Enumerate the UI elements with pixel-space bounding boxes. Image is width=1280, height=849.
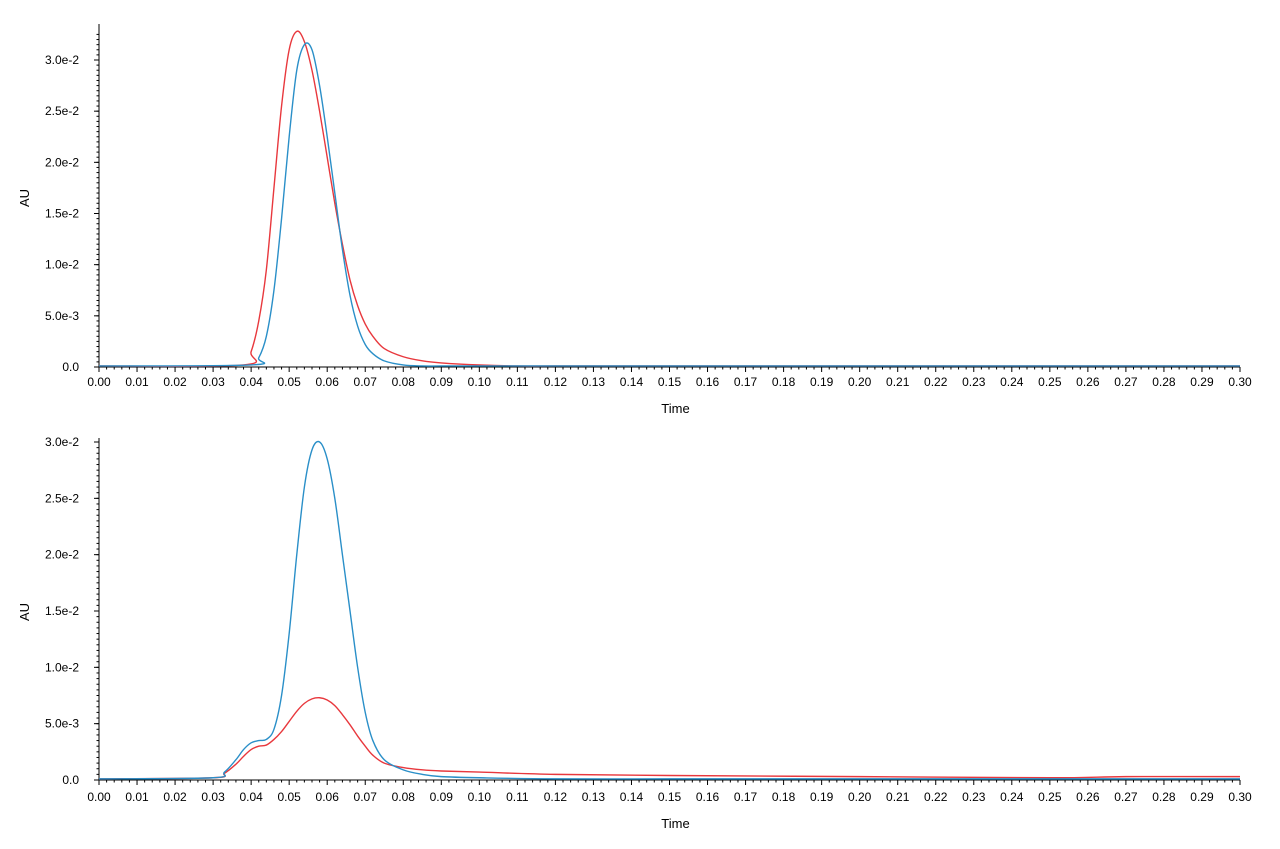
x-tick-label: 0.11 [506,790,529,804]
y-tick-label: 2.5e-2 [45,491,79,505]
x-tick-label: 0.12 [544,375,568,389]
y-tick-label: 3.0e-2 [45,435,79,449]
x-tick-label: 0.20 [848,790,872,804]
x-tick-label: 0.15 [658,375,682,389]
x-tick-label: 0.08 [392,375,416,389]
x-tick-label: 0.17 [734,790,758,804]
x-tick-label: 0.09 [430,790,454,804]
x-tick-label: 0.14 [620,375,644,389]
x-tick-label: 0.23 [962,375,986,389]
x-tick-label: 0.00 [87,375,111,389]
x-tick-label: 0.04 [239,375,263,389]
x-tick-label: 0.16 [696,790,720,804]
x-tick-label: 0.01 [125,375,149,389]
y-tick-label: 0.0 [62,360,79,374]
x-tick-label: 0.03 [201,375,225,389]
x-tick-label: 0.29 [1190,790,1214,804]
red-trace-line [98,697,1241,780]
x-tick-label: 0.21 [886,790,910,804]
y-tick-label: 1.5e-2 [45,207,79,221]
x-tick-label: 0.26 [1076,790,1100,804]
x-tick-label: 0.24 [1000,790,1024,804]
x-tick-label: 0.07 [354,790,378,804]
y-axis-title: AU [17,189,32,207]
x-tick-label: 0.15 [658,790,682,804]
x-tick-label: 0.26 [1076,375,1100,389]
y-tick-label: 2.0e-2 [45,155,79,169]
y-tick-label: 2.5e-2 [45,104,79,118]
x-tick-label: 0.18 [772,375,796,389]
x-axis-title: Time [661,816,689,831]
x-tick-label: 0.06 [316,375,340,389]
x-tick-label: 0.24 [1000,375,1024,389]
x-tick-label: 0.28 [1152,375,1176,389]
x-tick-label: 0.21 [886,375,910,389]
x-tick-label: 0.22 [924,790,948,804]
x-tick-label: 0.22 [924,375,948,389]
x-tick-label: 0.04 [239,790,263,804]
x-axis-title: Time [661,401,689,416]
x-tick-label: 0.08 [392,790,416,804]
x-tick-label: 0.25 [1038,790,1062,804]
x-tick-label: 0.12 [544,790,568,804]
x-tick-label: 0.00 [87,790,111,804]
x-tick-label: 0.19 [810,790,834,804]
x-tick-label: 0.19 [810,375,834,389]
x-tick-label: 0.13 [582,375,606,389]
x-tick-label: 0.03 [201,790,225,804]
x-tick-label: 0.10 [468,375,492,389]
blue-trace-line [98,440,1240,780]
x-tick-label: 0.10 [468,790,492,804]
x-tick-label: 0.11 [506,375,529,389]
x-tick-label: 0.17 [734,375,758,389]
chart-panel-top: 0.00 0.01 0.02 0.03 0.04 0.05 0.06 0.07 0.08 0.09… [17,24,1252,416]
x-tick-label: 0.01 [125,790,149,804]
y-tick-label: 5.0e-3 [45,717,79,731]
x-tick-label: 0.29 [1190,375,1214,389]
x-tick-label: 0.05 [277,790,301,804]
x-tick-label: 0.25 [1038,375,1062,389]
x-tick-label: 0.14 [620,790,644,804]
x-tick-label: 0.16 [696,375,720,389]
y-tick-label: 3.0e-2 [45,53,79,67]
x-tick-label: 0.02 [163,375,187,389]
x-tick-label: 0.09 [430,375,454,389]
x-tick-label: 0.30 [1228,375,1252,389]
x-tick-label: 0.18 [772,790,796,804]
x-tick-label: 0.27 [1114,790,1138,804]
chart-panel-bottom: 0.00 0.01 0.02 0.03 0.04 0.05 0.06 0.07 0.08 0.09… [17,435,1252,831]
x-tick-label: 0.30 [1228,790,1252,804]
y-tick-label: 1.0e-2 [45,660,79,674]
y-tick-label: 1.0e-2 [45,258,79,272]
blue-trace-line [98,42,1240,367]
y-tick-label: 1.5e-2 [45,604,79,618]
x-tick-label: 0.13 [582,790,606,804]
x-tick-label: 0.20 [848,375,872,389]
x-tick-label: 0.27 [1114,375,1138,389]
y-tick-label: 0.0 [62,773,79,787]
y-tick-label: 2.0e-2 [45,548,79,562]
x-tick-label: 0.28 [1152,790,1176,804]
x-tick-label: 0.07 [354,375,378,389]
y-axis-title: AU [17,603,32,621]
x-tick-label: 0.02 [163,790,187,804]
x-tick-label: 0.23 [962,790,986,804]
y-tick-label: 5.0e-3 [45,309,79,323]
x-tick-label: 0.05 [277,375,301,389]
x-tick-label: 0.06 [316,790,340,804]
